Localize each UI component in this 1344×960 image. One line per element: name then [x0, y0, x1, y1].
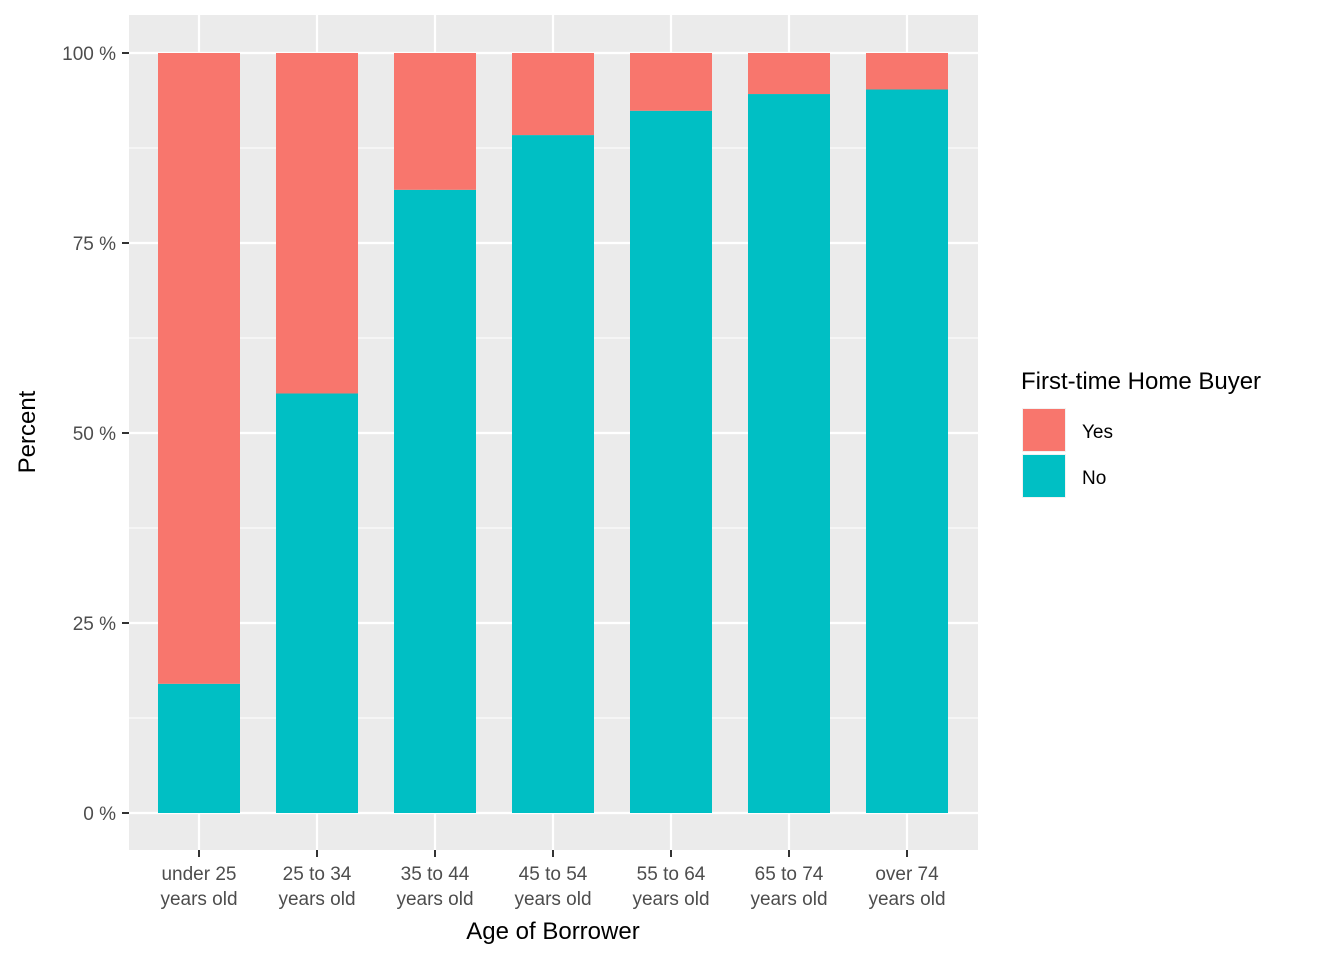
x-tick-label-line: 25 to 34: [283, 864, 352, 885]
x-tick-label-line: under 25: [161, 864, 236, 885]
x-tick-label-line: years old: [396, 889, 473, 910]
x-tick-label-line: 35 to 44: [401, 864, 470, 885]
x-tick-label: 45 to 54 years old: [514, 864, 591, 910]
bar-no: [748, 94, 830, 813]
bar-yes: [276, 53, 358, 393]
bar-yes: [512, 53, 594, 135]
bar-no: [394, 190, 476, 813]
bars: [158, 53, 948, 813]
x-tick-label-line: years old: [160, 889, 237, 910]
legend: First-time Home Buyer Yes No: [1021, 368, 1261, 498]
legend-key-yes: [1023, 409, 1065, 451]
legend-key-no: [1023, 455, 1065, 497]
y-axis: 0 % 25 % 50 % 75 % 100 %: [62, 44, 129, 825]
x-axis-title: Age of Borrower: [466, 918, 639, 945]
y-tick-label: 25 %: [73, 614, 116, 635]
bar-no: [866, 89, 948, 813]
bar-no: [276, 393, 358, 813]
x-tick-label-line: years old: [868, 889, 945, 910]
x-tick-label: under 25 years old: [160, 864, 237, 910]
x-tick-label: over 74 years old: [868, 864, 945, 910]
x-tick-label-line: 45 to 54: [519, 864, 588, 885]
x-tick-label: 55 to 64 years old: [632, 864, 709, 910]
x-tick-label-line: 55 to 64: [637, 864, 706, 885]
bar-yes: [158, 53, 240, 684]
y-tick-label: 100 %: [62, 44, 116, 65]
x-tick-label: 35 to 44 years old: [396, 864, 473, 910]
y-tick-label: 75 %: [73, 234, 116, 255]
x-tick-label-line: years old: [750, 889, 827, 910]
y-tick-label: 0 %: [83, 804, 116, 825]
bar-no: [630, 111, 712, 813]
x-tick-label-line: years old: [514, 889, 591, 910]
bar-yes: [394, 53, 476, 190]
legend-label-yes: Yes: [1082, 422, 1113, 443]
legend-title: First-time Home Buyer: [1021, 368, 1261, 395]
x-tick-label: 25 to 34 years old: [278, 864, 355, 910]
bar-yes: [630, 53, 712, 111]
y-tick-label: 50 %: [73, 424, 116, 445]
bar-no: [158, 684, 240, 813]
x-tick-label-line: years old: [632, 889, 709, 910]
x-tick-label-line: 65 to 74: [755, 864, 824, 885]
y-axis-title: Percent: [14, 390, 41, 473]
bar-no: [512, 135, 594, 813]
legend-label-no: No: [1082, 468, 1106, 489]
bar-yes: [748, 53, 830, 94]
x-tick-label: 65 to 74 years old: [750, 864, 827, 910]
bar-yes: [866, 53, 948, 89]
x-tick-label-line: years old: [278, 889, 355, 910]
x-tick-label-line: over 74: [875, 864, 939, 885]
